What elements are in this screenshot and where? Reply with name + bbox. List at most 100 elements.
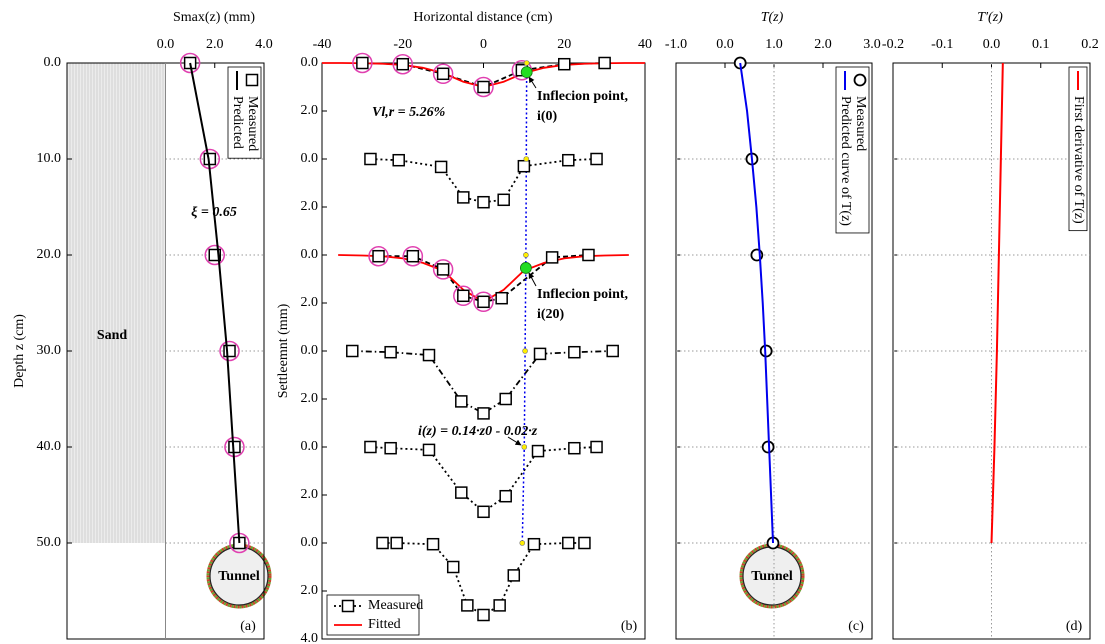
x-tick-label: -0.1: [931, 37, 953, 52]
data-point: [598, 56, 611, 70]
data-point: [499, 392, 512, 406]
x-tick-label: 0: [480, 37, 487, 52]
x-tick-label: -1.0: [665, 37, 687, 52]
x-tick-label: 0.0: [716, 37, 734, 52]
y-tick-label: 2.0: [301, 295, 319, 310]
x-tick-label: -0.2: [882, 37, 904, 52]
y-tick-label: 40.0: [37, 439, 62, 454]
measured-line: [352, 350, 613, 415]
annotation: Inflecion point,: [537, 89, 628, 104]
data-point: [507, 569, 521, 582]
panel-label: (a): [240, 619, 256, 634]
data-point: [455, 486, 468, 499]
data-point: [434, 160, 448, 174]
x-tick-label: 4.0: [255, 37, 273, 52]
data-point: [390, 536, 403, 550]
panel-label: (d): [1066, 619, 1083, 634]
data-point: [396, 57, 409, 71]
highlight-circle: [432, 63, 454, 85]
inflection-dot: [523, 252, 529, 258]
highlight-circle: [392, 53, 413, 75]
data-point: [477, 505, 490, 519]
data-point: [372, 249, 385, 263]
x-tick-label: -40: [313, 37, 332, 52]
data-point: [364, 440, 377, 454]
annotation: Inflecion point,: [537, 287, 628, 302]
annotation-arrow: [507, 436, 522, 446]
data-point: [497, 193, 510, 207]
y-tick-label: 2.0: [301, 199, 319, 214]
data-point: [531, 444, 545, 458]
annotation: ξ = 0.65: [191, 205, 237, 220]
annotation: i(0): [537, 109, 558, 124]
y-tick-label: 0.0: [301, 247, 319, 262]
inflection-dot: [523, 156, 530, 162]
x-tick-label: 0.0: [157, 37, 175, 52]
x-tick-label: 20: [557, 37, 571, 52]
legend-label: Measured: [245, 96, 260, 151]
region-label: Sand: [97, 328, 128, 343]
tunnel-label: Tunnel: [218, 569, 260, 584]
data-point: [461, 599, 474, 612]
legend-label: Predicted curve of T(z): [838, 96, 853, 226]
sand-region: [67, 63, 165, 543]
data-line: [739, 62, 775, 544]
axis-title: Horizontal distance (cm): [413, 10, 553, 25]
y-tick-label: 2.0: [301, 391, 319, 406]
measured-line: [370, 446, 597, 513]
x-tick-label: 2.0: [814, 37, 832, 52]
data-point: [384, 345, 397, 359]
data-point: [422, 443, 436, 457]
data-point: [517, 159, 531, 173]
y-tick-label: 10.0: [37, 151, 62, 166]
data-point: [426, 537, 440, 551]
data-point: [562, 536, 575, 550]
y-tick-label: 0.0: [301, 439, 319, 454]
data-point: [533, 347, 547, 361]
data-point: [376, 536, 389, 550]
y-tick-label: 0.0: [301, 151, 319, 166]
highlight-circle: [473, 76, 494, 98]
x-tick-label: 40: [638, 37, 652, 52]
data-point: [493, 599, 506, 612]
legend-symbol: [853, 73, 867, 87]
legend-label: Measured: [853, 96, 868, 151]
y-tick-label: 2.0: [301, 583, 319, 598]
x-tick-label: 1.0: [765, 37, 783, 52]
data-point: [590, 440, 603, 454]
y-tick-label: 2.0: [301, 103, 319, 118]
x-tick-label: 0.1: [1032, 37, 1050, 52]
inflection-point: [519, 262, 532, 274]
data-point: [477, 608, 490, 622]
highlight-circle: [368, 245, 389, 267]
data-point: [223, 344, 236, 358]
data-point: [406, 249, 420, 263]
inflection-dot: [521, 444, 528, 450]
y-tick-label: 0.0: [301, 343, 319, 358]
data-point: [495, 291, 508, 305]
data-point: [562, 153, 575, 167]
legend-box: [1068, 66, 1088, 232]
highlight-circle: [453, 285, 474, 307]
data-line: [990, 62, 1004, 544]
data-line: [189, 62, 241, 544]
measured-line: [378, 254, 589, 303]
highlight-circle: [432, 259, 454, 280]
x-tick-label: 0.0: [983, 37, 1001, 52]
panel-label: (c): [848, 619, 864, 634]
data-point: [392, 153, 405, 167]
data-point: [384, 441, 397, 455]
axis-title: T′(z): [977, 10, 1003, 25]
highlight-circle: [402, 245, 424, 267]
y-tick-label: 20.0: [37, 247, 62, 262]
x-tick-label: 2.0: [206, 37, 224, 52]
data-point: [590, 152, 603, 166]
x-tick-label: 3.0: [863, 37, 881, 52]
inflection-line: [521, 62, 528, 544]
annotation: i(20): [537, 307, 565, 322]
highlight-circle: [219, 340, 240, 362]
data-point: [208, 248, 221, 262]
data-point: [606, 344, 619, 358]
axis-title: Smax(z) (mm): [173, 10, 255, 25]
data-point: [457, 289, 470, 303]
